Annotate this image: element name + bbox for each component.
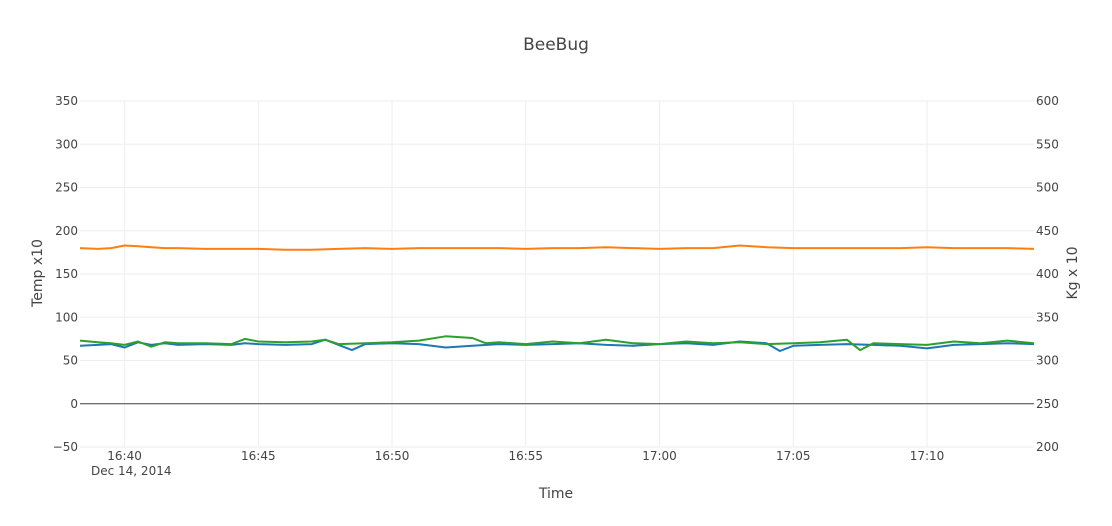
y2-tick-label: 550 bbox=[1036, 137, 1059, 151]
x-tick-label: 16:55 bbox=[508, 449, 543, 463]
series-line-2 bbox=[79, 335, 1035, 352]
y-tick-label: −50 bbox=[53, 440, 78, 454]
x-tick-label: 16:50 bbox=[375, 449, 410, 463]
y-tick-label: 300 bbox=[55, 137, 78, 151]
x-tick-label: 16:40 bbox=[107, 449, 142, 463]
y2-axis-title: Kg x 10 bbox=[1065, 246, 1081, 299]
y2-tick-label: 200 bbox=[1036, 440, 1059, 454]
y-tick-label: 250 bbox=[55, 181, 78, 195]
y-axis-title: Temp x10 bbox=[30, 239, 46, 308]
y-tick-label: 150 bbox=[55, 267, 78, 281]
series-line-0 bbox=[79, 244, 1035, 251]
y2-axis-ticks: 200 250 300 350 400 450 500 550 600 bbox=[1036, 94, 1059, 454]
y-axis-ticks: −50 0 50 100 150 200 250 300 350 bbox=[53, 94, 78, 454]
y2-tick-label: 350 bbox=[1036, 310, 1059, 324]
y2-tick-label: 400 bbox=[1036, 267, 1059, 281]
y2-tick-label: 600 bbox=[1036, 94, 1059, 108]
y-tick-label: 50 bbox=[63, 354, 78, 368]
x-tick-label: 16:45 bbox=[241, 449, 276, 463]
y2-tick-label: 450 bbox=[1036, 224, 1059, 238]
grid bbox=[80, 100, 1034, 448]
y-tick-label: 100 bbox=[55, 310, 78, 324]
y2-tick-label: 500 bbox=[1036, 181, 1059, 195]
y-tick-label: 0 bbox=[70, 397, 78, 411]
x-tick-label: 17:10 bbox=[910, 449, 945, 463]
x-tick-label: 17:00 bbox=[642, 449, 677, 463]
chart-title: BeeBug bbox=[523, 35, 589, 55]
x-date-label: Dec 14, 2014 bbox=[91, 464, 171, 478]
series-lines bbox=[79, 244, 1035, 352]
x-axis-ticks: 16:40 16:45 16:50 16:55 17:00 17:05 17:10 bbox=[107, 449, 944, 463]
series-line-1 bbox=[79, 338, 1035, 352]
y2-tick-label: 300 bbox=[1036, 354, 1059, 368]
x-tick-label: 17:05 bbox=[776, 449, 811, 463]
y-tick-label: 200 bbox=[55, 224, 78, 238]
y2-tick-label: 250 bbox=[1036, 397, 1059, 411]
x-axis-title: Time bbox=[538, 486, 573, 502]
y-tick-label: 350 bbox=[55, 94, 78, 108]
